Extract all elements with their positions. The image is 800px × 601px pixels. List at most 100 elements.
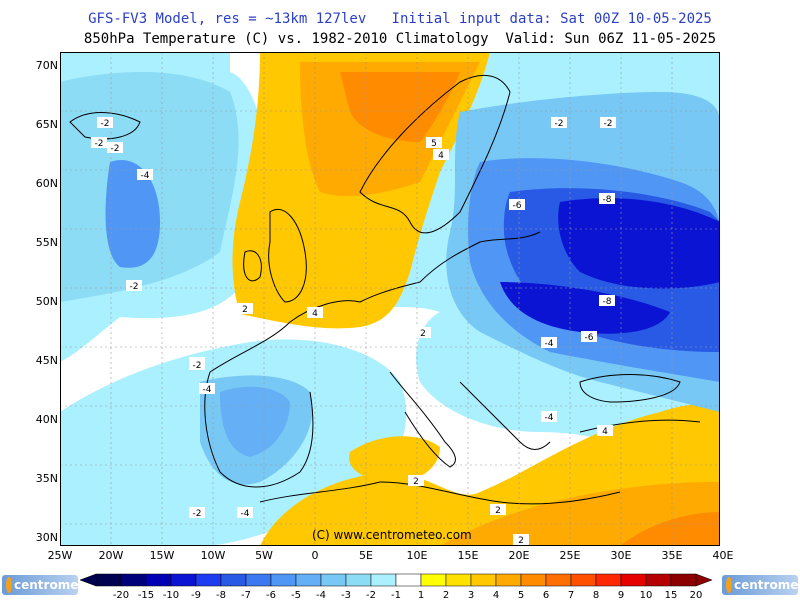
colorbar-swatch — [370, 573, 397, 587]
contour-label-bg — [237, 507, 253, 518]
colorbar-tick-label: -5 — [291, 590, 301, 601]
colorbar-tick-label: -7 — [241, 590, 251, 601]
colorbar-tick-label: -8 — [216, 590, 226, 601]
contour-label: -2 — [193, 509, 202, 519]
longitude-label: 15E — [457, 549, 479, 562]
colorbar-tick-label: -20 — [112, 590, 130, 601]
longitude-label: 20W — [98, 549, 124, 562]
contour-label: -4 — [203, 385, 212, 395]
colorbar-right-arrow — [695, 573, 713, 587]
longitude-label: 10E — [406, 549, 428, 562]
contour-label: -2 — [193, 361, 202, 371]
logo-ring-icon — [726, 577, 732, 593]
colorbar-tick-label: -1 — [391, 590, 401, 601]
contour-label: -6 — [585, 333, 594, 343]
contour-label: 2 — [495, 506, 501, 516]
colorbar-tick-label: -4 — [316, 590, 326, 601]
contour-label-bg — [97, 117, 113, 128]
contour-label-bg — [433, 149, 449, 160]
longitude-label: 10W — [200, 549, 226, 562]
latitude-label: 70N — [35, 59, 58, 72]
colorbar-tick-label: 7 — [567, 590, 575, 601]
logo-text: centrometeo — [14, 578, 101, 592]
colorbar-swatch — [95, 573, 122, 587]
contour-label-bg — [599, 295, 615, 306]
contour-label-bg — [237, 303, 253, 314]
colorbar-swatch — [520, 573, 547, 587]
contour-label: -6 — [513, 201, 522, 211]
colorbar-tick-label: -9 — [191, 590, 201, 601]
contour-label-bg — [541, 411, 557, 422]
colorbar-tick-label: 2 — [442, 590, 450, 601]
latitude-label: 30N — [35, 531, 58, 544]
longitude-label: 40E — [712, 549, 734, 562]
title-line-2: 850hPa Temperature (C) vs. 1982-2010 Cli… — [83, 31, 717, 47]
colorbar-swatch — [245, 573, 272, 587]
longitude-label: 5E — [359, 549, 373, 562]
longitude-label: 15W — [149, 549, 175, 562]
colorbar-swatch — [620, 573, 647, 587]
colorbar-swatch — [295, 573, 322, 587]
colorbar-tick-label: -10 — [162, 590, 180, 601]
longitude-label: 20E — [508, 549, 530, 562]
contour-label-bg — [189, 507, 205, 518]
contour-label-bg — [415, 327, 431, 338]
contour-label-bg — [199, 383, 215, 394]
title-line-1: GFS-FV3 Model, res = ~13km 127lev Initia… — [88, 11, 712, 27]
contour-label: 2 — [242, 305, 248, 315]
logo-ring-icon — [6, 577, 12, 593]
colorbar-swatch — [420, 573, 447, 587]
colorbar-swatch — [670, 573, 697, 587]
contour-label: 2 — [420, 329, 426, 339]
colorbar-tick-label: -2 — [366, 590, 376, 601]
contour-label-bg — [137, 169, 153, 180]
contour-label-bg — [599, 193, 615, 204]
colorbar-swatch — [170, 573, 197, 587]
contour-label-bg — [597, 425, 613, 436]
contour-label: -2 — [101, 119, 110, 129]
colorbar-tick-label: 4 — [492, 590, 500, 601]
contour-label-bg — [408, 475, 424, 486]
colorbar-tick-label: 20 — [689, 590, 703, 601]
colorbar-tick-label: 8 — [592, 590, 600, 601]
contour-label: 2 — [413, 477, 419, 487]
contour-label-bg — [189, 359, 205, 370]
contour-label-bg — [126, 280, 142, 291]
longitude-label: 0 — [311, 549, 319, 562]
colorbar-swatch — [570, 573, 597, 587]
contour-label: -4 — [241, 509, 250, 519]
color-scale-bar — [79, 573, 713, 587]
contour-label: -2 — [604, 119, 613, 129]
colorbar-swatch — [545, 573, 572, 587]
colorbar-tick-label: 1 — [417, 590, 425, 601]
contour-label-bg — [541, 337, 557, 348]
longitude-label: 30E — [610, 549, 632, 562]
contour-label: -2 — [111, 144, 120, 154]
contour-label: 4 — [438, 151, 444, 161]
contour-label: -2 — [130, 282, 139, 292]
latitude-label: 40N — [35, 413, 58, 426]
contour-label: -4 — [545, 413, 554, 423]
contour-label-bg — [551, 117, 567, 128]
contour-label: 4 — [602, 427, 608, 437]
credit-text: (C) www.centrometeo.com — [312, 528, 472, 542]
centrometeo-logo-right: centrometeo — [722, 575, 800, 595]
contour-label-bg — [600, 117, 616, 128]
colorbar-swatch — [345, 573, 372, 587]
logo-text: centrometeo — [734, 578, 800, 592]
contour-label: -8 — [603, 297, 612, 307]
latitude-label: 45N — [35, 354, 58, 367]
colorbar-swatch — [645, 573, 672, 587]
colorbar-tick-label: 5 — [517, 590, 525, 601]
contour-label: -2 — [95, 139, 104, 149]
contour-label: 4 — [312, 309, 318, 319]
colorbar-swatch — [120, 573, 147, 587]
colorbar-tick-label: -3 — [341, 590, 351, 601]
colorbar-swatch — [320, 573, 347, 587]
contour-label-bg — [581, 331, 597, 342]
colorbar-swatch — [495, 573, 522, 587]
colorbar-tick-label: 15 — [664, 590, 678, 601]
colorbar-swatch — [595, 573, 622, 587]
centrometeo-logo-left: centrometeo — [2, 575, 100, 595]
contour-label-bg — [107, 142, 123, 153]
